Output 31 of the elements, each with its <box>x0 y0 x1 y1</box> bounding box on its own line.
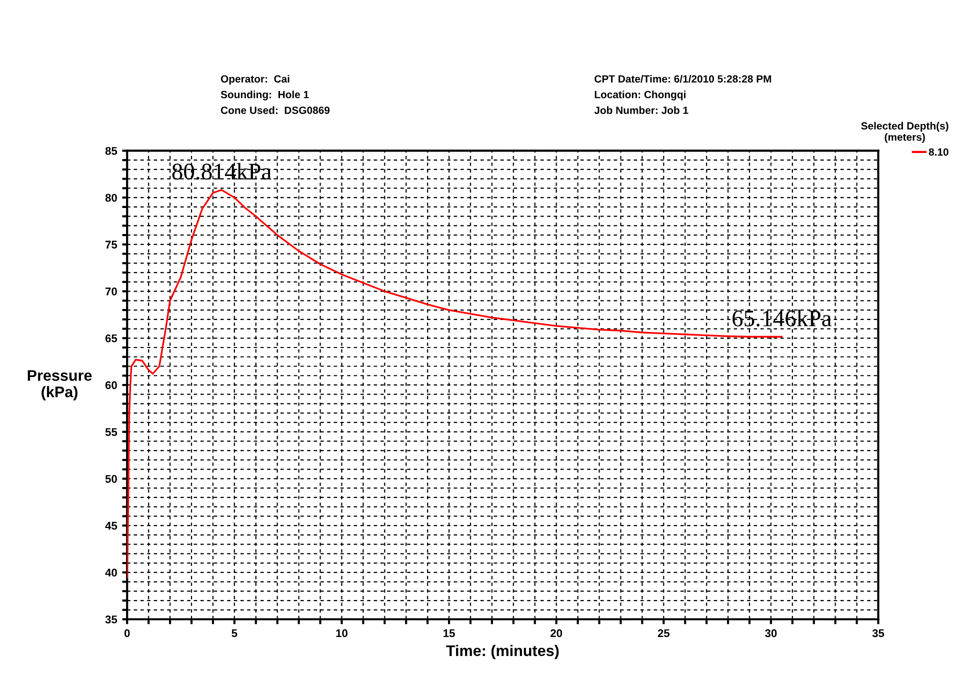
y-tick-label: 75 <box>106 240 118 249</box>
text: Sounding: Hole 1 <box>220 90 309 100</box>
y-tick-label: 70 <box>106 288 117 296</box>
x-tick-label: 10 <box>336 629 348 638</box>
x-tick-label: 35 <box>872 629 884 638</box>
x-axis-title: Time: (minutes) <box>446 644 559 660</box>
text: Job Number: Job 1 <box>594 106 688 114</box>
text: CPT Date/Time: 6/1/2010 5:28:28 PM <box>594 74 772 83</box>
y-tick-label: 60 <box>105 381 117 390</box>
y-tick-label: 40 <box>105 568 117 577</box>
annotation: 65.146kPa <box>732 310 832 327</box>
y-tick-label: 85 <box>105 146 118 155</box>
y-tick-label: 55 <box>105 428 118 436</box>
x-tick-label: 30 <box>765 629 777 638</box>
annotation: 80.814kPa <box>172 162 272 180</box>
text: Cone Used: DSG0869 <box>220 106 330 114</box>
text: Location: Chongqi <box>594 90 686 100</box>
y-tick-label: 35 <box>105 616 118 624</box>
x-tick-label: 20 <box>550 629 562 638</box>
y-tick-label: 80 <box>105 194 117 202</box>
x-tick-label: 25 <box>658 629 670 638</box>
y-tick-label: 45 <box>105 522 118 530</box>
y-tick-label: 50 <box>105 474 117 483</box>
x-tick-label: 15 <box>444 629 455 638</box>
x-tick-label: 5 <box>232 629 238 638</box>
legend-label: 8.10 <box>928 148 948 156</box>
x-tick-label: 0 <box>124 629 130 638</box>
legend-title: Selected Depth(s) (meters) <box>861 122 948 143</box>
y-axis-title: Pressure (kPa) <box>28 370 92 400</box>
text: Operator: Cai <box>220 74 290 85</box>
y-tick-label: 65 <box>105 334 118 342</box>
